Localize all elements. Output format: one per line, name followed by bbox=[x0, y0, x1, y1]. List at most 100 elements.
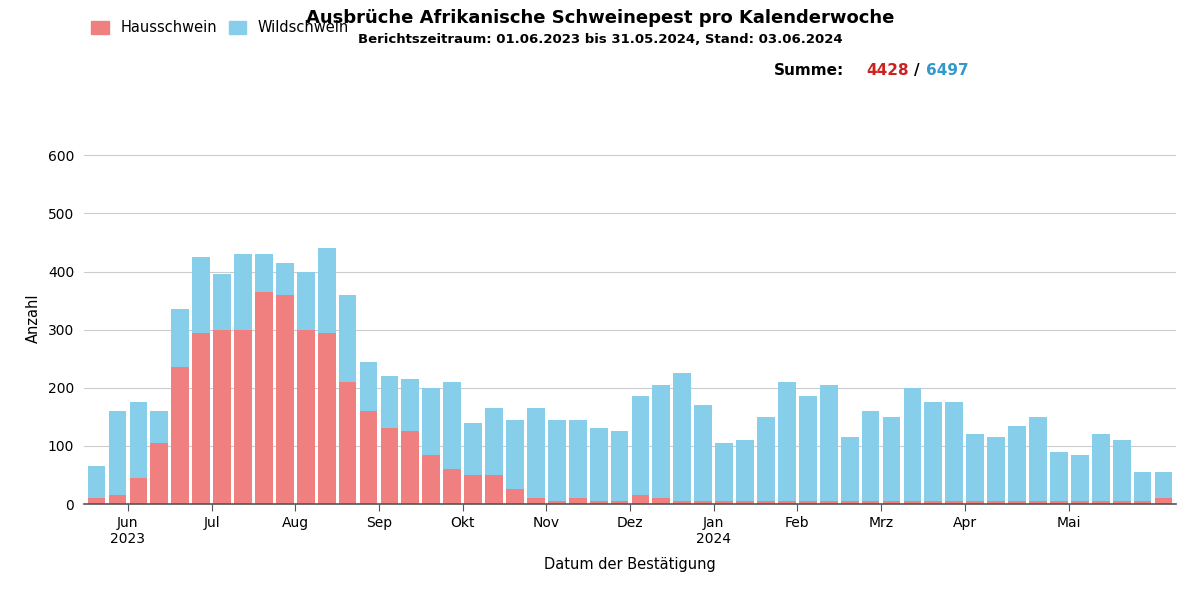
Bar bbox=[485, 408, 503, 475]
Bar bbox=[422, 455, 440, 504]
Bar bbox=[757, 501, 775, 504]
Bar bbox=[360, 362, 377, 411]
Bar bbox=[673, 373, 691, 501]
Bar bbox=[736, 440, 754, 501]
Bar bbox=[1050, 452, 1068, 501]
Bar bbox=[1050, 501, 1068, 504]
Bar bbox=[715, 501, 733, 504]
Bar bbox=[88, 466, 106, 498]
Bar bbox=[589, 501, 607, 504]
Bar bbox=[799, 397, 817, 501]
Bar bbox=[256, 254, 272, 292]
Bar bbox=[695, 501, 712, 504]
Bar bbox=[1134, 472, 1152, 501]
Bar bbox=[256, 292, 272, 504]
Bar bbox=[966, 434, 984, 501]
Bar bbox=[464, 422, 482, 475]
Y-axis label: Anzahl: Anzahl bbox=[26, 293, 41, 343]
Bar bbox=[946, 402, 964, 501]
Bar bbox=[276, 263, 294, 295]
Bar bbox=[1008, 425, 1026, 501]
Bar bbox=[1154, 472, 1172, 498]
Bar bbox=[569, 420, 587, 498]
Bar bbox=[611, 501, 629, 504]
Bar bbox=[150, 443, 168, 504]
Bar bbox=[841, 501, 858, 504]
Bar bbox=[318, 248, 336, 332]
Bar bbox=[172, 309, 190, 367]
Bar bbox=[402, 431, 419, 504]
Bar bbox=[569, 498, 587, 504]
Bar bbox=[380, 376, 398, 428]
Bar bbox=[653, 498, 671, 504]
Bar bbox=[234, 254, 252, 329]
Bar bbox=[757, 417, 775, 501]
Bar bbox=[1154, 498, 1172, 504]
Bar bbox=[1092, 501, 1110, 504]
Bar bbox=[611, 431, 629, 501]
Bar bbox=[778, 501, 796, 504]
Bar bbox=[548, 420, 565, 501]
Bar bbox=[904, 388, 922, 501]
Bar bbox=[443, 469, 461, 504]
Bar bbox=[422, 388, 440, 455]
Bar bbox=[527, 408, 545, 498]
Legend: Hausschwein, Wildschwein: Hausschwein, Wildschwein bbox=[91, 20, 349, 35]
Bar bbox=[1092, 434, 1110, 501]
Bar bbox=[214, 274, 230, 329]
Bar bbox=[296, 329, 314, 504]
Bar bbox=[778, 382, 796, 501]
Bar bbox=[402, 379, 419, 431]
X-axis label: Datum der Bestätigung: Datum der Bestätigung bbox=[544, 557, 716, 572]
Bar bbox=[192, 257, 210, 332]
Bar bbox=[234, 329, 252, 504]
Text: 6497: 6497 bbox=[926, 63, 970, 78]
Bar bbox=[1070, 501, 1088, 504]
Bar bbox=[88, 498, 106, 504]
Bar bbox=[799, 501, 817, 504]
Bar bbox=[318, 332, 336, 504]
Bar bbox=[464, 475, 482, 504]
Bar bbox=[485, 475, 503, 504]
Bar bbox=[1030, 417, 1046, 501]
Bar bbox=[841, 437, 858, 501]
Bar bbox=[360, 411, 377, 504]
Bar bbox=[988, 437, 1004, 501]
Bar bbox=[1134, 501, 1152, 504]
Bar bbox=[338, 382, 356, 504]
Bar bbox=[172, 367, 190, 504]
Bar bbox=[904, 501, 922, 504]
Bar bbox=[946, 501, 964, 504]
Bar bbox=[631, 397, 649, 495]
Bar bbox=[988, 501, 1004, 504]
Bar bbox=[862, 411, 880, 501]
Bar bbox=[130, 478, 148, 504]
Bar bbox=[506, 490, 524, 504]
Bar bbox=[673, 501, 691, 504]
Bar bbox=[883, 501, 900, 504]
Bar bbox=[924, 402, 942, 501]
Bar bbox=[108, 411, 126, 495]
Bar bbox=[820, 385, 838, 501]
Text: 4428: 4428 bbox=[866, 63, 910, 78]
Bar bbox=[192, 332, 210, 504]
Bar bbox=[653, 385, 671, 498]
Bar bbox=[631, 495, 649, 504]
Bar bbox=[966, 501, 984, 504]
Bar bbox=[924, 501, 942, 504]
Bar bbox=[883, 417, 900, 501]
Text: Ausbrüche Afrikanische Schweinepest pro Kalenderwoche: Ausbrüche Afrikanische Schweinepest pro … bbox=[306, 9, 894, 27]
Bar bbox=[715, 443, 733, 501]
Bar bbox=[1112, 501, 1130, 504]
Bar bbox=[380, 428, 398, 504]
Bar bbox=[548, 501, 565, 504]
Bar bbox=[736, 501, 754, 504]
Bar bbox=[108, 495, 126, 504]
Bar bbox=[527, 498, 545, 504]
Bar bbox=[150, 411, 168, 443]
Bar bbox=[296, 271, 314, 329]
Bar bbox=[214, 329, 230, 504]
Text: Summe:: Summe: bbox=[774, 63, 845, 78]
Bar bbox=[1112, 440, 1130, 501]
Bar bbox=[862, 501, 880, 504]
